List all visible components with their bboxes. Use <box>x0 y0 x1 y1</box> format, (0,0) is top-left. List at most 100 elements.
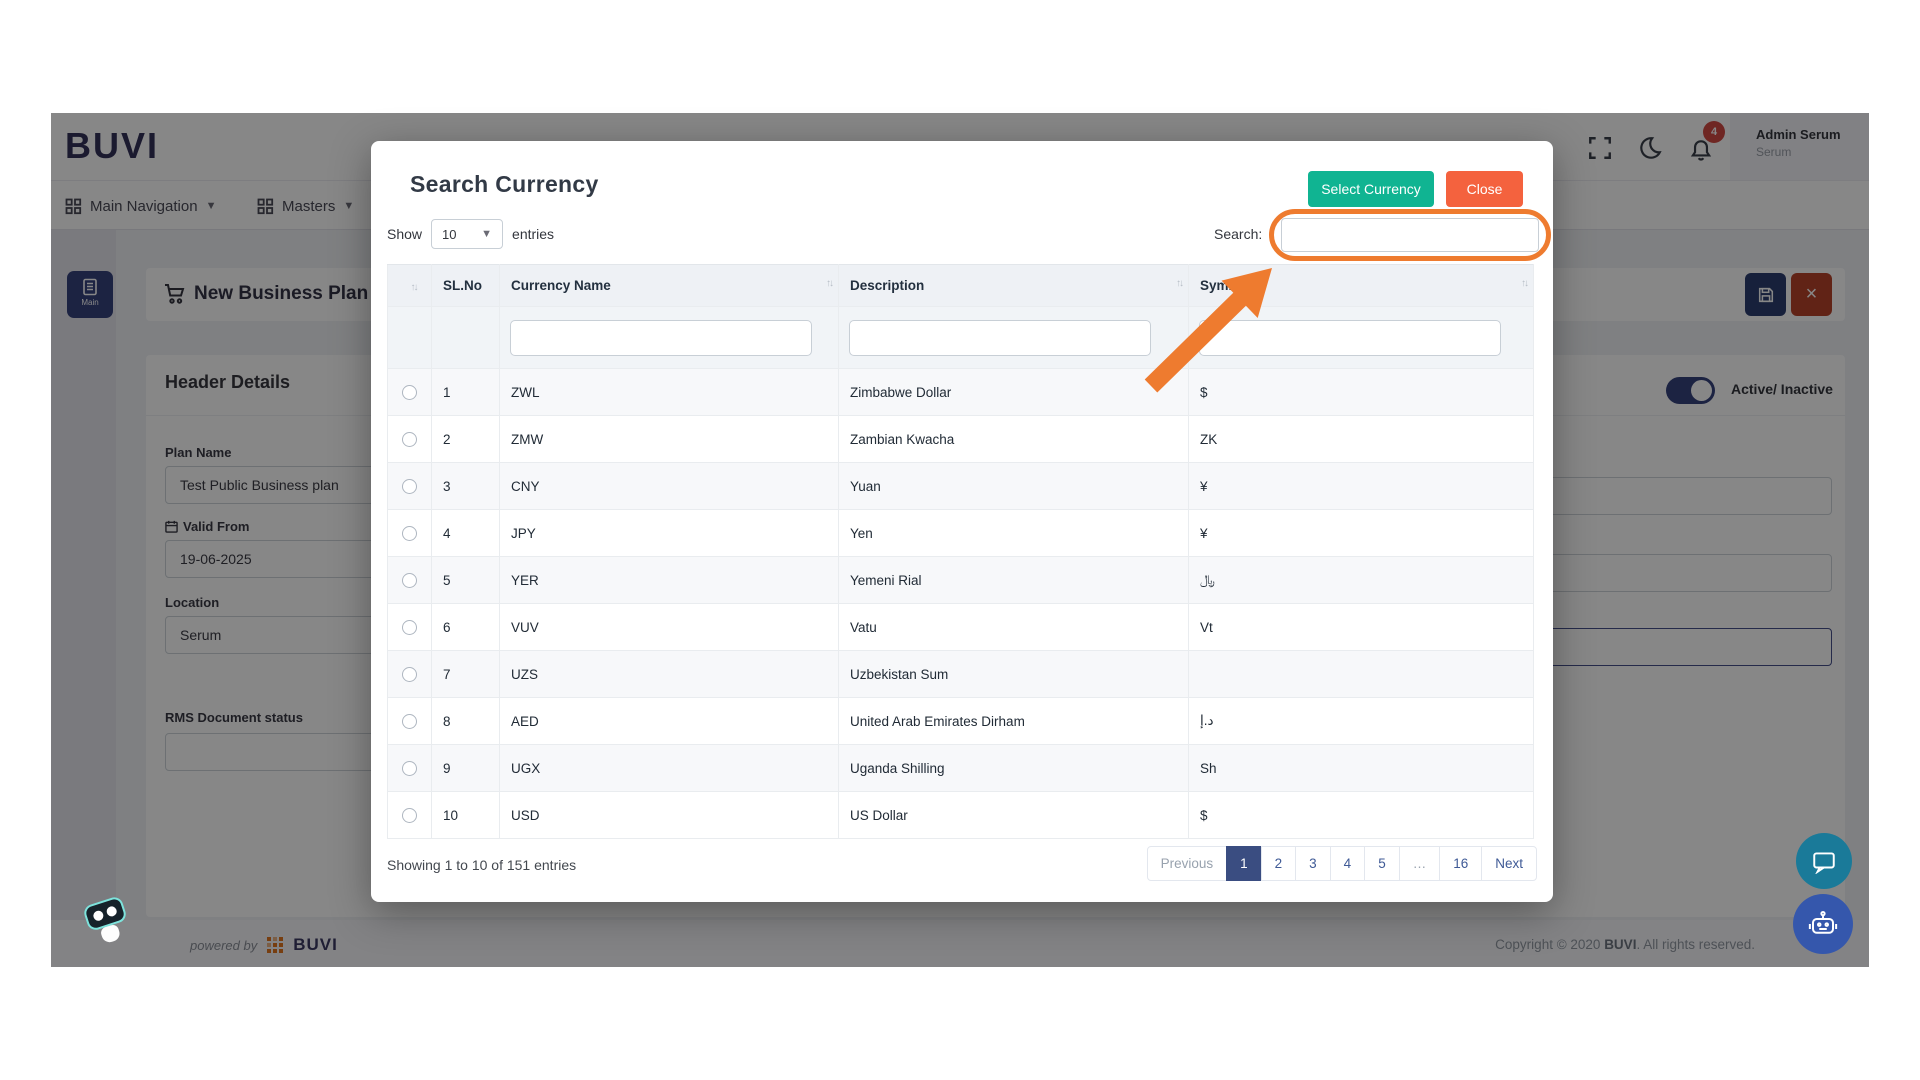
row-select-radio[interactable] <box>402 666 417 682</box>
cell-currency-name: UZS <box>499 650 839 698</box>
page-number-button[interactable]: 1 <box>1226 846 1262 881</box>
page-number-button[interactable]: 2 <box>1260 846 1297 881</box>
row-select-radio[interactable] <box>402 760 417 776</box>
cell-symbol: Vt <box>1188 603 1534 651</box>
page-number-button[interactable]: 4 <box>1329 846 1366 881</box>
table-filter-row <box>387 306 1534 369</box>
currency-name-filter-input[interactable] <box>510 319 812 356</box>
save-icon <box>1758 287 1773 302</box>
page-size-select[interactable]: 10 ▼ <box>431 219 504 249</box>
page-number-button[interactable]: 16 <box>1439 846 1483 881</box>
row-select-radio[interactable] <box>402 384 417 400</box>
sidebar-item-main[interactable]: Main <box>67 271 113 318</box>
cell-sl-no: 3 <box>431 462 500 510</box>
row-select-radio[interactable] <box>402 572 417 588</box>
col-header-sl-no[interactable]: SL.No <box>431 264 500 307</box>
rms-document-status-label: RMS Document status <box>165 710 303 725</box>
cell-symbol: ¥ <box>1188 509 1534 557</box>
page-previous-button[interactable]: Previous <box>1146 846 1228 881</box>
cell-currency-name: ZWL <box>499 368 839 416</box>
cell-description: Zambian Kwacha <box>838 415 1189 463</box>
row-select-radio[interactable] <box>402 478 417 494</box>
col-header-currency-name[interactable]: Currency Name ↑↓ <box>499 264 839 307</box>
nav-item-label: Masters <box>282 197 336 215</box>
grid-icon <box>65 198 82 214</box>
table-row[interactable]: 8 AED United Arab Emirates Dirham د.إ <box>387 697 1534 745</box>
sort-icon: ↑↓ <box>1521 278 1529 289</box>
robot-fab-button[interactable] <box>1793 894 1853 954</box>
cell-sl-no: 5 <box>431 556 500 604</box>
select-column-header[interactable]: ↑↓ <box>387 264 432 307</box>
powered-by: powered by BUVI <box>190 935 338 954</box>
col-header-description[interactable]: Description ↑↓ <box>838 264 1189 307</box>
entries-summary: Showing 1 to 10 of 151 entries <box>387 857 577 873</box>
fullscreen-icon[interactable] <box>1587 135 1613 161</box>
table-row[interactable]: 3 CNY Yuan ¥ <box>387 462 1534 510</box>
cell-currency-name: VUV <box>499 603 839 651</box>
row-select-radio[interactable] <box>402 525 417 541</box>
table-row[interactable]: 10 USD US Dollar $ <box>387 791 1534 839</box>
location-label: Location <box>165 595 220 610</box>
modal-title: Search Currency <box>410 171 599 197</box>
save-button[interactable] <box>1745 273 1786 316</box>
search-input[interactable] <box>1281 218 1539 252</box>
document-icon <box>83 278 97 296</box>
chat-fab-button[interactable] <box>1796 833 1852 889</box>
user-name: Admin Serum <box>1756 127 1841 142</box>
table-row[interactable]: 1 ZWL Zimbabwe Dollar $ <box>387 368 1534 416</box>
cell-sl-no: 8 <box>431 697 500 745</box>
col-header-symbol[interactable]: Symbol ↑↓ <box>1188 264 1534 307</box>
user-menu[interactable]: Admin Serum Serum <box>1730 113 1869 180</box>
cell-description: Uganda Shilling <box>838 744 1189 792</box>
show-label: Show <box>387 226 423 242</box>
dark-mode-moon-icon[interactable] <box>1637 135 1663 161</box>
nav-item-label: Main Navigation <box>90 197 198 215</box>
page-number-button[interactable]: 5 <box>1364 846 1400 881</box>
modal-close-button[interactable]: Close <box>1446 171 1523 207</box>
left-sidebar <box>51 230 116 920</box>
page-next-button[interactable]: Next <box>1481 846 1537 881</box>
cell-sl-no: 2 <box>431 415 500 463</box>
cell-symbol: ﷼ <box>1188 556 1534 604</box>
cell-description: Yen <box>838 509 1189 557</box>
close-page-button[interactable]: × <box>1791 273 1832 316</box>
row-select-radio[interactable] <box>402 807 417 823</box>
cell-sl-no: 6 <box>431 603 500 651</box>
symbol-filter-input[interactable] <box>1199 319 1501 356</box>
notification-count-badge: 4 <box>1703 121 1725 143</box>
row-select-radio[interactable] <box>402 431 417 447</box>
cell-symbol <box>1188 650 1534 698</box>
table-row[interactable]: 2 ZMW Zambian Kwacha ZK <box>387 415 1534 463</box>
table-row[interactable]: 9 UGX Uganda Shilling Sh <box>387 744 1534 792</box>
table-row[interactable]: 5 YER Yemeni Rial ﷼ <box>387 556 1534 604</box>
cell-currency-name: CNY <box>499 462 839 510</box>
nav-item-main-navigation[interactable]: Main Navigation ▼ <box>65 195 216 217</box>
chevron-down-icon: ▼ <box>343 200 355 212</box>
cell-description: Uzbekistan Sum <box>838 650 1189 698</box>
row-select-radio[interactable] <box>402 619 417 635</box>
select-currency-button[interactable]: Select Currency <box>1308 171 1434 207</box>
right-field-input-1[interactable] <box>1501 477 1832 515</box>
cell-symbol: Sh <box>1188 744 1534 792</box>
table-row[interactable]: 7 UZS Uzbekistan Sum <box>387 650 1534 698</box>
buvi-logo[interactable]: BUVI <box>65 125 160 166</box>
calendar-icon <box>165 520 178 533</box>
active-inactive-toggle[interactable] <box>1666 377 1715 404</box>
description-filter-input[interactable] <box>849 319 1151 356</box>
cell-sl-no: 7 <box>431 650 500 698</box>
cart-icon <box>165 284 185 304</box>
notifications-bell-icon[interactable] <box>1688 137 1714 163</box>
chat-bubble-icon <box>1813 852 1835 874</box>
page-number-button[interactable]: 3 <box>1295 846 1331 881</box>
sort-icon: ↑↓ <box>826 278 834 289</box>
row-select-radio[interactable] <box>402 713 417 729</box>
cell-currency-name: AED <box>499 697 839 745</box>
nav-item-masters[interactable]: Masters ▼ <box>257 195 354 217</box>
sidebar-item-label: Main <box>81 298 99 307</box>
table-row[interactable]: 6 VUV Vatu Vt <box>387 603 1534 651</box>
footer-brand: BUVI <box>293 935 338 954</box>
right-field-input-3[interactable] <box>1501 628 1832 666</box>
table-row[interactable]: 4 JPY Yen ¥ <box>387 509 1534 557</box>
buvi-footer-logo-icon <box>267 937 284 953</box>
right-field-input-2[interactable] <box>1501 554 1832 592</box>
